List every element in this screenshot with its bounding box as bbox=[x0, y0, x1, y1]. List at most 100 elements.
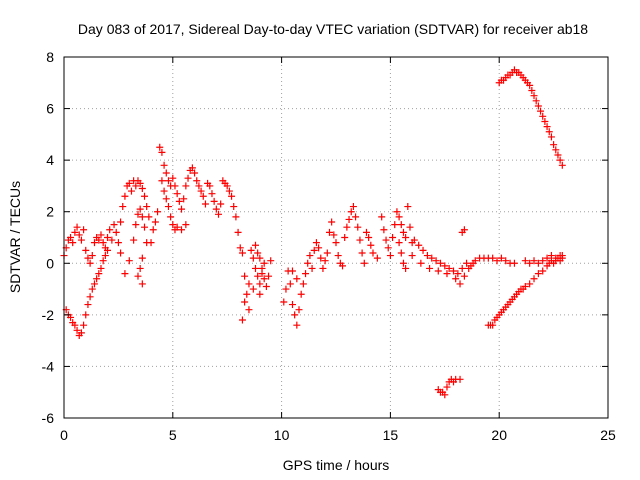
data-point bbox=[534, 259, 542, 267]
data-point bbox=[423, 252, 431, 260]
data-point bbox=[456, 375, 464, 383]
data-point bbox=[101, 252, 109, 260]
y-tick-label: 2 bbox=[46, 204, 54, 220]
data-point bbox=[117, 218, 125, 226]
data-point bbox=[543, 123, 551, 131]
data-point bbox=[267, 257, 275, 265]
data-point bbox=[121, 270, 129, 278]
data-point bbox=[225, 187, 233, 195]
data-point bbox=[141, 192, 149, 200]
data-point bbox=[321, 257, 329, 265]
y-tick-label: 6 bbox=[46, 101, 54, 117]
data-point bbox=[112, 228, 120, 236]
data-point bbox=[101, 244, 109, 252]
data-point bbox=[521, 282, 529, 290]
data-point bbox=[541, 117, 549, 125]
data-point bbox=[80, 226, 88, 234]
data-point bbox=[352, 213, 360, 221]
data-point bbox=[125, 257, 133, 265]
data-point bbox=[297, 290, 305, 298]
data-point bbox=[526, 280, 534, 288]
data-point bbox=[399, 228, 407, 236]
data-point bbox=[193, 177, 201, 185]
data-point bbox=[415, 241, 423, 249]
data-point bbox=[158, 148, 166, 156]
data-point bbox=[206, 182, 214, 190]
data-point bbox=[304, 259, 312, 267]
data-point bbox=[356, 236, 364, 244]
data-point bbox=[393, 208, 401, 216]
x-tick-label: 25 bbox=[600, 427, 616, 443]
data-point bbox=[93, 275, 101, 283]
data-point bbox=[308, 264, 316, 272]
data-point bbox=[554, 151, 562, 159]
y-axis-label: SDTVAR / TECUs bbox=[7, 181, 23, 293]
data-point bbox=[90, 239, 98, 247]
data-point bbox=[456, 280, 464, 288]
data-point bbox=[378, 213, 386, 221]
data-point bbox=[325, 228, 333, 236]
data-point bbox=[217, 200, 225, 208]
data-point bbox=[82, 311, 90, 319]
data-point bbox=[280, 298, 288, 306]
data-point bbox=[71, 228, 79, 236]
data-point bbox=[334, 252, 342, 260]
data-point bbox=[212, 205, 220, 213]
data-point bbox=[343, 223, 351, 231]
data-point bbox=[151, 218, 159, 226]
grid-lines bbox=[64, 57, 608, 418]
data-point bbox=[110, 221, 118, 229]
data-point bbox=[77, 236, 85, 244]
data-point bbox=[108, 236, 116, 244]
data-point bbox=[256, 290, 264, 298]
data-point bbox=[543, 254, 551, 262]
data-point bbox=[339, 262, 347, 270]
data-point bbox=[382, 236, 390, 244]
x-tick-label: 10 bbox=[274, 427, 290, 443]
data-point bbox=[241, 298, 249, 306]
data-point bbox=[328, 218, 336, 226]
data-point bbox=[295, 306, 303, 314]
data-point bbox=[282, 285, 290, 293]
data-point bbox=[73, 223, 81, 231]
data-point bbox=[539, 112, 547, 120]
data-point bbox=[260, 259, 268, 267]
data-point bbox=[82, 246, 90, 254]
y-tick-label: 0 bbox=[46, 255, 54, 271]
data-point bbox=[245, 306, 253, 314]
data-point bbox=[299, 280, 307, 288]
data-point bbox=[143, 203, 151, 211]
data-point bbox=[545, 128, 553, 136]
data-point bbox=[384, 244, 392, 252]
data-point bbox=[436, 259, 444, 267]
data-point bbox=[199, 192, 207, 200]
data-point bbox=[149, 226, 157, 234]
data-point bbox=[178, 226, 186, 234]
data-point bbox=[399, 259, 407, 267]
data-point bbox=[249, 285, 257, 293]
data-point bbox=[67, 313, 75, 321]
data-point bbox=[367, 241, 375, 249]
data-point bbox=[67, 234, 75, 241]
data-point bbox=[75, 231, 83, 239]
data-point bbox=[162, 169, 170, 177]
data-point bbox=[210, 197, 218, 205]
data-point bbox=[404, 203, 412, 211]
data-point bbox=[460, 272, 468, 280]
data-point bbox=[539, 257, 547, 265]
data-point bbox=[552, 254, 560, 262]
data-point bbox=[125, 179, 133, 187]
data-point bbox=[502, 257, 510, 265]
x-tick-label: 5 bbox=[169, 427, 177, 443]
data-point bbox=[121, 192, 129, 200]
data-point bbox=[552, 146, 560, 154]
data-point bbox=[238, 316, 246, 324]
data-point bbox=[402, 234, 410, 241]
data-point bbox=[262, 282, 270, 290]
data-point bbox=[558, 252, 566, 260]
y-tick-label: 8 bbox=[46, 49, 54, 65]
data-point bbox=[312, 239, 320, 247]
data-point bbox=[293, 275, 301, 283]
data-point bbox=[241, 272, 249, 280]
data-point bbox=[288, 301, 296, 309]
